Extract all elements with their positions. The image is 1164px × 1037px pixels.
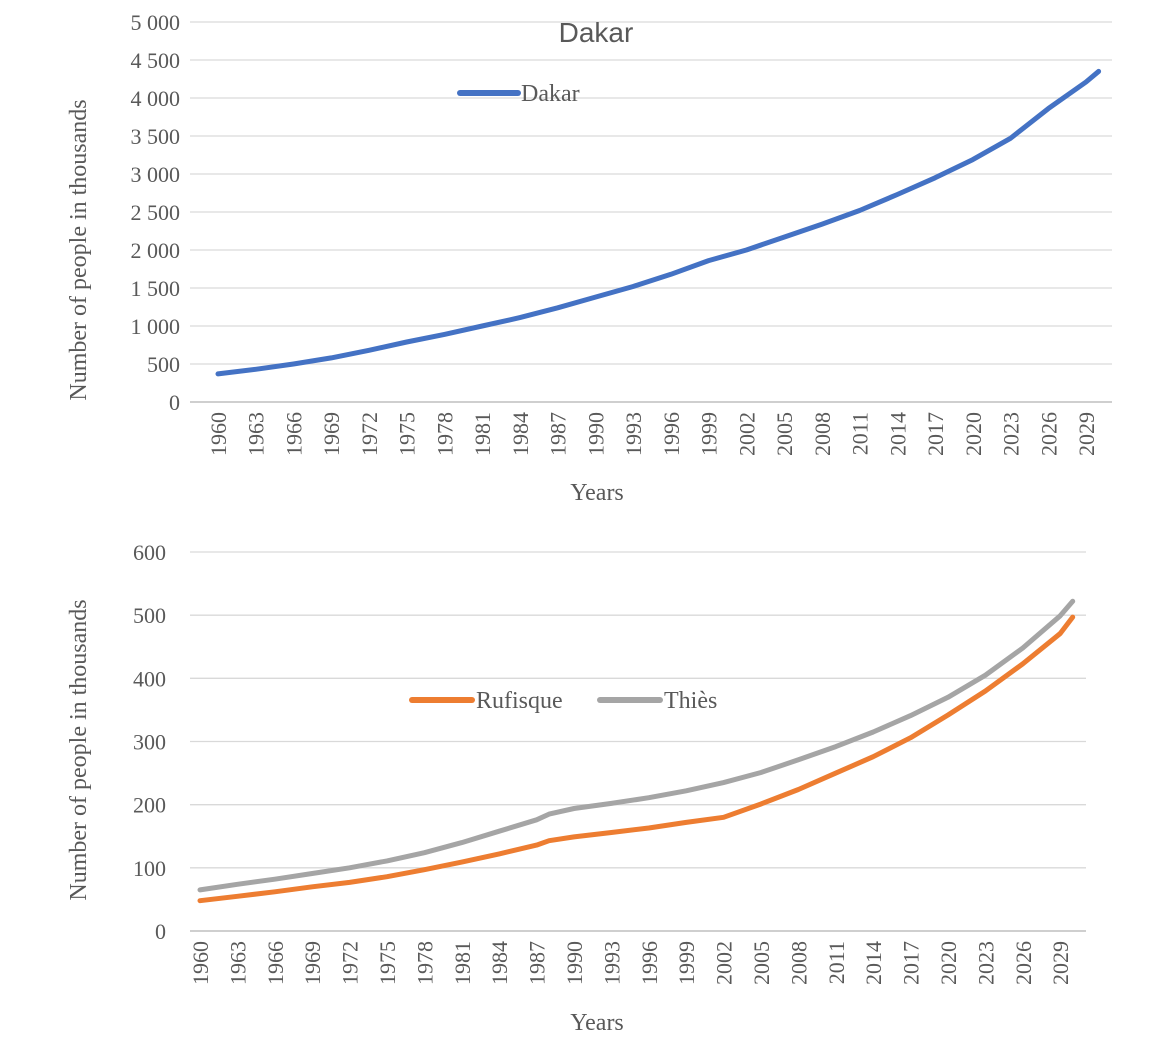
- x-tick-label: 1960: [188, 941, 213, 985]
- legend-label-dakar: Dakar: [521, 81, 580, 107]
- y-tick-label: 3 000: [131, 162, 181, 187]
- rufisque-thies-x-axis-ticks: 1960 1963 1966 1969 1972 1975 1978 1981 1984 1987…: [188, 941, 1073, 985]
- x-tick-label: 2023: [999, 412, 1024, 456]
- x-tick-label: 1999: [674, 941, 699, 985]
- series-line-this: [200, 601, 1073, 890]
- x-tick-label: 2011: [848, 412, 873, 455]
- x-tick-label: 1963: [225, 941, 250, 985]
- x-tick-label: 1960: [206, 412, 231, 456]
- x-tick-label: 1993: [621, 412, 646, 456]
- x-tick-label: 1969: [319, 412, 344, 456]
- x-tick-label: 2020: [961, 412, 986, 456]
- x-tick-label: 2005: [772, 412, 797, 456]
- x-tick-label: 2029: [1074, 412, 1099, 456]
- rufisque-thies-x-axis-title: Years: [570, 1010, 624, 1036]
- y-tick-label: 300: [133, 730, 166, 755]
- x-tick-label: 2029: [1048, 941, 1073, 985]
- x-tick-label: 2014: [861, 941, 886, 985]
- x-tick-label: 2023: [973, 941, 998, 985]
- y-tick-label: 1 000: [131, 314, 181, 339]
- x-tick-label: 2017: [923, 412, 948, 456]
- x-tick-label: 2026: [1036, 412, 1061, 456]
- y-tick-label: 0: [155, 919, 166, 944]
- x-tick-label: 1972: [357, 412, 382, 456]
- dakar-chart: 0 500 1 000 1 500 2 000 2 500 3 000 3 500 4 000 4…: [66, 10, 1112, 506]
- rufisque-thies-legend: Rufisque Thiès: [412, 688, 717, 714]
- dakar-x-axis-title: Years: [570, 480, 624, 506]
- y-tick-label: 0: [169, 390, 180, 415]
- x-tick-label: 2020: [936, 941, 961, 985]
- rufisque-thies-y-axis-title: Number of people in thousands: [66, 599, 92, 900]
- x-tick-label: 2005: [749, 941, 774, 985]
- dakar-legend: Dakar: [460, 81, 580, 107]
- dakar-y-axis-ticks: 0 500 1 000 1 500 2 000 2 500 3 000 3 500 4 000 4…: [131, 10, 181, 415]
- x-tick-label: 1996: [659, 412, 684, 456]
- x-tick-label: 1990: [562, 941, 587, 985]
- x-tick-label: 1987: [546, 412, 571, 456]
- y-tick-label: 4 500: [131, 48, 181, 73]
- dakar-gridlines: [190, 22, 1112, 402]
- x-tick-label: 1984: [508, 412, 533, 456]
- y-tick-label: 2 500: [131, 200, 181, 225]
- dakar-y-axis-title: Number of people in thousands: [66, 99, 92, 400]
- series-line-dakar: [218, 71, 1099, 374]
- x-tick-label: 1993: [599, 941, 624, 985]
- y-tick-label: 200: [133, 793, 166, 818]
- dakar-chart-title: Dakar: [559, 17, 634, 48]
- y-tick-label: 2 000: [131, 238, 181, 263]
- legend-label-rufisque: Rufisque: [476, 688, 563, 714]
- x-tick-label: 1996: [637, 941, 662, 985]
- x-tick-label: 2017: [899, 941, 924, 985]
- rufisque-thies-series-lines: [200, 601, 1073, 900]
- series-line-rufisque: [200, 617, 1073, 901]
- rufisque-thies-y-axis-ticks: 0 100 200 300 400 500 600: [133, 540, 166, 944]
- x-tick-label: 2011: [824, 941, 849, 984]
- x-tick-label: 2008: [786, 941, 811, 985]
- x-tick-label: 1966: [281, 412, 306, 456]
- x-tick-label: 1978: [412, 941, 437, 985]
- x-tick-label: 1981: [470, 412, 495, 456]
- x-tick-label: 1966: [263, 941, 288, 985]
- x-tick-label: 1990: [583, 412, 608, 456]
- y-tick-label: 100: [133, 856, 166, 881]
- y-tick-label: 500: [133, 603, 166, 628]
- x-tick-label: 2008: [810, 412, 835, 456]
- x-tick-label: 1969: [300, 941, 325, 985]
- x-tick-label: 2002: [734, 412, 759, 456]
- x-tick-label: 1975: [395, 412, 420, 456]
- y-tick-label: 1 500: [131, 276, 181, 301]
- y-tick-label: 600: [133, 540, 166, 565]
- legend-label-thies: Thiès: [664, 688, 717, 714]
- y-tick-label: 500: [147, 352, 180, 377]
- x-tick-label: 1963: [244, 412, 269, 456]
- x-tick-label: 1987: [525, 941, 550, 985]
- x-tick-label: 1999: [697, 412, 722, 456]
- x-tick-label: 1972: [338, 941, 363, 985]
- x-tick-label: 1984: [487, 941, 512, 985]
- rufisque-thies-chart: 0 100 200 300 400 500 600 1960 1963 1966 1969 1972…: [66, 540, 1086, 1036]
- x-tick-label: 2014: [885, 412, 910, 456]
- x-tick-label: 2002: [712, 941, 737, 985]
- y-tick-label: 400: [133, 666, 166, 691]
- x-tick-label: 1981: [450, 941, 475, 985]
- x-tick-label: 1975: [375, 941, 400, 985]
- y-tick-label: 4 000: [131, 86, 181, 111]
- y-tick-label: 3 500: [131, 124, 181, 149]
- x-tick-label: 1978: [432, 412, 457, 456]
- y-tick-label: 5 000: [131, 10, 181, 35]
- dakar-series-lines: [218, 71, 1099, 374]
- x-tick-label: 2026: [1011, 941, 1036, 985]
- dakar-x-axis-ticks: 1960 1963 1966 1969 1972 1975 1978 1981 1984 1987…: [206, 412, 1099, 456]
